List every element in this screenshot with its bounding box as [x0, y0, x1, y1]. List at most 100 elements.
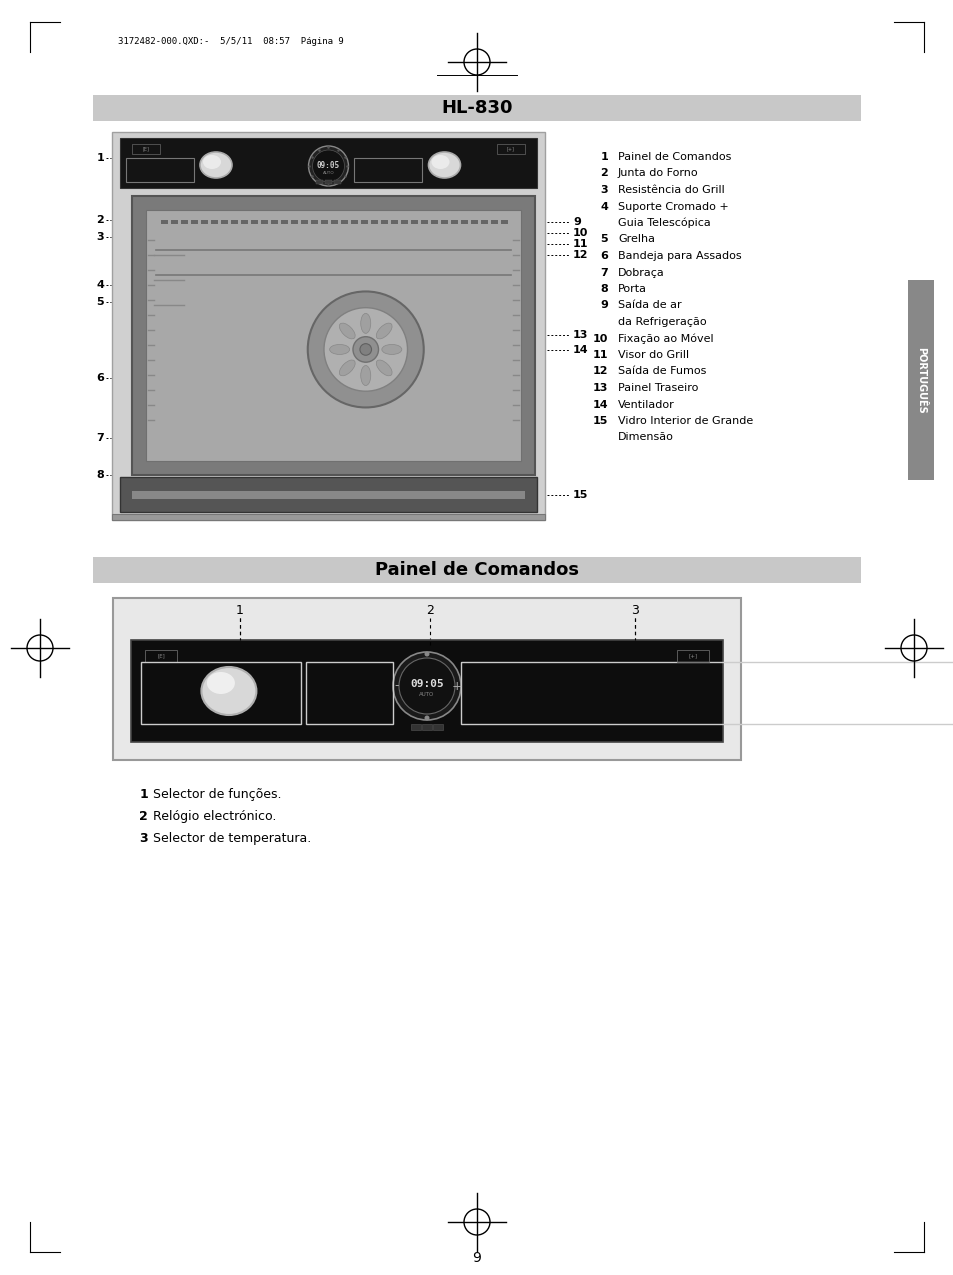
Bar	[92, 557, 861, 583]
Bar	[112, 514, 544, 520]
Text: AUTO: AUTO	[419, 691, 435, 696]
Bar	[241, 221, 248, 224]
Bar	[460, 221, 468, 224]
Text: 12: 12	[592, 366, 607, 376]
Text: 3: 3	[599, 185, 607, 195]
Text: Painel de Comandos: Painel de Comandos	[618, 152, 731, 162]
Text: 7: 7	[599, 268, 607, 278]
Text: PORTUGUÊS: PORTUGUÊS	[915, 347, 925, 413]
Text: 1: 1	[235, 603, 244, 617]
Text: 11: 11	[573, 238, 588, 249]
Bar	[112, 133, 544, 520]
Text: 9: 9	[599, 301, 607, 311]
Text: Junta do Forno: Junta do Forno	[618, 168, 698, 179]
Circle shape	[313, 150, 344, 182]
Bar	[320, 221, 328, 224]
Ellipse shape	[428, 152, 460, 179]
Text: 3172482-000.QXD:-  5/5/11  08:57  Página 9: 3172482-000.QXD:- 5/5/11 08:57 Página 9	[118, 37, 343, 46]
Text: Visor do Grill: Visor do Grill	[618, 351, 688, 360]
Text: Resistência do Grill: Resistência do Grill	[618, 185, 724, 195]
Bar	[171, 221, 178, 224]
Text: 14: 14	[573, 346, 588, 354]
Text: 1: 1	[139, 788, 148, 801]
Bar	[261, 221, 268, 224]
Text: 10: 10	[573, 228, 588, 238]
Ellipse shape	[339, 323, 355, 339]
Text: 4: 4	[96, 280, 104, 289]
Ellipse shape	[339, 360, 355, 376]
Bar	[141, 663, 300, 724]
Ellipse shape	[207, 672, 234, 694]
Text: 13: 13	[592, 382, 607, 393]
Text: 5: 5	[599, 235, 607, 245]
Bar	[161, 221, 168, 224]
Ellipse shape	[360, 366, 371, 385]
Text: 13: 13	[573, 330, 588, 340]
Ellipse shape	[375, 360, 392, 376]
Bar	[271, 221, 277, 224]
Text: Dimensão: Dimensão	[618, 432, 673, 442]
Bar	[281, 221, 288, 224]
Bar	[360, 221, 368, 224]
Bar	[391, 221, 397, 224]
Bar	[380, 221, 388, 224]
Text: Fixação ao Móvel: Fixação ao Móvel	[618, 334, 713, 344]
Bar	[291, 221, 297, 224]
Text: 15: 15	[592, 416, 607, 426]
Bar	[411, 724, 420, 731]
Bar	[120, 477, 537, 513]
Bar	[491, 221, 497, 224]
Bar	[400, 221, 408, 224]
Bar	[306, 663, 393, 724]
Ellipse shape	[381, 344, 401, 354]
Text: 4: 4	[599, 201, 607, 212]
Circle shape	[424, 715, 429, 720]
Text: 2: 2	[426, 603, 434, 617]
Circle shape	[308, 147, 348, 186]
Bar	[301, 221, 308, 224]
Text: Ventilador: Ventilador	[618, 399, 674, 409]
Text: 3: 3	[630, 603, 639, 617]
Bar	[251, 221, 257, 224]
Circle shape	[359, 344, 371, 356]
Bar	[340, 221, 348, 224]
Text: Guia Telescópica: Guia Telescópica	[618, 218, 710, 228]
Bar	[181, 221, 188, 224]
Text: Saída de Fumos: Saída de Fumos	[618, 366, 705, 376]
Bar	[497, 144, 524, 154]
Bar	[132, 144, 160, 154]
Ellipse shape	[330, 344, 349, 354]
Circle shape	[393, 652, 460, 720]
Text: Relógio electrónico.: Relógio electrónico.	[152, 810, 276, 822]
Text: 9: 9	[472, 1251, 481, 1265]
Text: Selector de funções.: Selector de funções.	[152, 788, 281, 801]
Bar	[331, 221, 337, 224]
Text: +: +	[451, 680, 462, 692]
Text: 1: 1	[96, 153, 104, 163]
Bar	[460, 663, 953, 724]
Text: 3: 3	[139, 833, 148, 845]
Bar	[480, 221, 488, 224]
Bar	[907, 280, 933, 479]
Bar	[211, 221, 218, 224]
Text: Porta: Porta	[618, 284, 646, 295]
Text: 10: 10	[592, 334, 607, 343]
Text: 7: 7	[96, 434, 104, 442]
Bar	[146, 210, 520, 462]
Ellipse shape	[431, 156, 449, 170]
Text: Saída de ar: Saída de ar	[618, 301, 680, 311]
Text: da Refrigeração: da Refrigeração	[618, 317, 706, 326]
Bar	[411, 221, 417, 224]
Text: 1: 1	[599, 152, 607, 162]
Text: Suporte Cromado +: Suporte Cromado +	[618, 201, 728, 212]
Bar	[311, 221, 317, 224]
Text: 3: 3	[96, 232, 104, 242]
Text: 9: 9	[573, 217, 580, 227]
Text: [+]: [+]	[507, 147, 515, 152]
Text: 6: 6	[599, 251, 607, 261]
Bar	[120, 138, 537, 187]
Circle shape	[353, 337, 378, 362]
Bar	[201, 221, 208, 224]
Bar	[677, 650, 708, 662]
Text: Dobraça: Dobraça	[618, 268, 664, 278]
